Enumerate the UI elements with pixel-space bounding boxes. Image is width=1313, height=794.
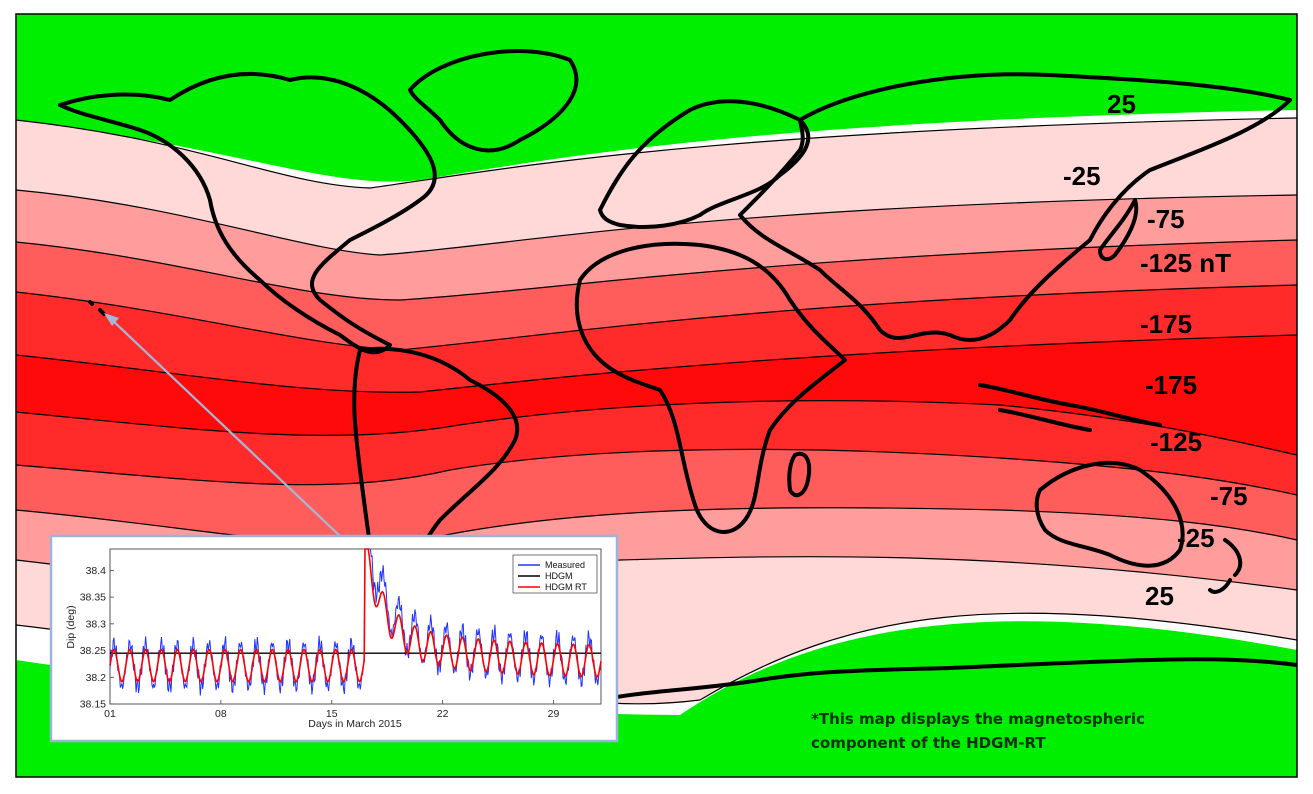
greenland-coast <box>408 49 579 153</box>
coastlines <box>58 49 1297 722</box>
x-tick-label: 08 <box>215 708 227 720</box>
y-tick-label: 38.35 <box>80 592 106 604</box>
callout-arrow <box>104 313 341 537</box>
australia-coast <box>1034 461 1185 568</box>
inset-series <box>109 548 602 696</box>
north-america-coast <box>58 71 437 355</box>
contour-label-minus75-north: -75 <box>1147 204 1185 234</box>
asia-coast <box>738 72 1292 342</box>
legend-label-hdgm-rt: HDGM RT <box>545 582 587 592</box>
x-tick-label: 29 <box>548 708 560 720</box>
x-tick-label: 22 <box>437 708 449 720</box>
indonesia-coast <box>978 383 1162 432</box>
map-note-line-1: *This map displays the magnetospheric <box>811 710 1145 728</box>
x-tick-label: 01 <box>104 708 116 720</box>
x-tick-label: 15 <box>326 708 338 720</box>
series-line-hdgm-rt <box>109 548 602 683</box>
europe-coast <box>598 99 811 229</box>
map-note-line-2: component of the HDGM-RT <box>811 734 1046 752</box>
contour-label-minus125-north: -125 nT <box>1140 248 1231 278</box>
new-zealand-coast <box>1208 538 1243 594</box>
y-tick-label: 38.3 <box>86 618 107 630</box>
contour-label-minus125-south: -125 <box>1150 427 1202 457</box>
contour-label-minus25-north: -25 <box>1063 161 1101 191</box>
contour-label-minus175-north: -175 <box>1140 309 1192 339</box>
hawaii-islands <box>88 300 106 316</box>
legend-label-measured: Measured <box>545 560 585 570</box>
contour-labels: 25 -25 -75 -125 nT -175 -175 -125 -75 -2… <box>1063 89 1248 611</box>
inset-chart: 38.15 38.2 38.25 38.3 38.35 38.4 01 08 15 22 29 Di… <box>49 534 619 743</box>
y-tick-label: 38.4 <box>86 565 107 577</box>
antarctica-coast <box>598 657 1297 702</box>
legend-label-hdgm: HDGM <box>545 571 573 581</box>
contour-label-minus175-south: -175 <box>1145 370 1197 400</box>
map-border <box>15 13 1298 778</box>
contour-label-25-south: 25 <box>1145 581 1174 611</box>
inset-y-axis-label: Dip (deg) <box>65 605 77 648</box>
contour-label-25-north: 25 <box>1107 89 1136 119</box>
africa-coast <box>574 241 847 534</box>
y-tick-label: 38.25 <box>80 645 106 657</box>
contour-label-minus75-south: -75 <box>1210 481 1248 511</box>
inset-legend: Measured HDGM HDGM RT <box>512 554 598 594</box>
y-tick-label: 38.2 <box>86 672 107 684</box>
contour-label-minus25-south: -25 <box>1177 523 1215 553</box>
madagascar-coast <box>787 451 812 498</box>
y-tick-label: 38.15 <box>80 699 106 711</box>
inset-x-axis-label: Days in March 2015 <box>308 718 402 730</box>
inset-ticks: 38.15 38.2 38.25 38.3 38.35 38.4 01 08 15 22 29 <box>80 565 560 720</box>
japan-coast <box>1098 198 1139 262</box>
